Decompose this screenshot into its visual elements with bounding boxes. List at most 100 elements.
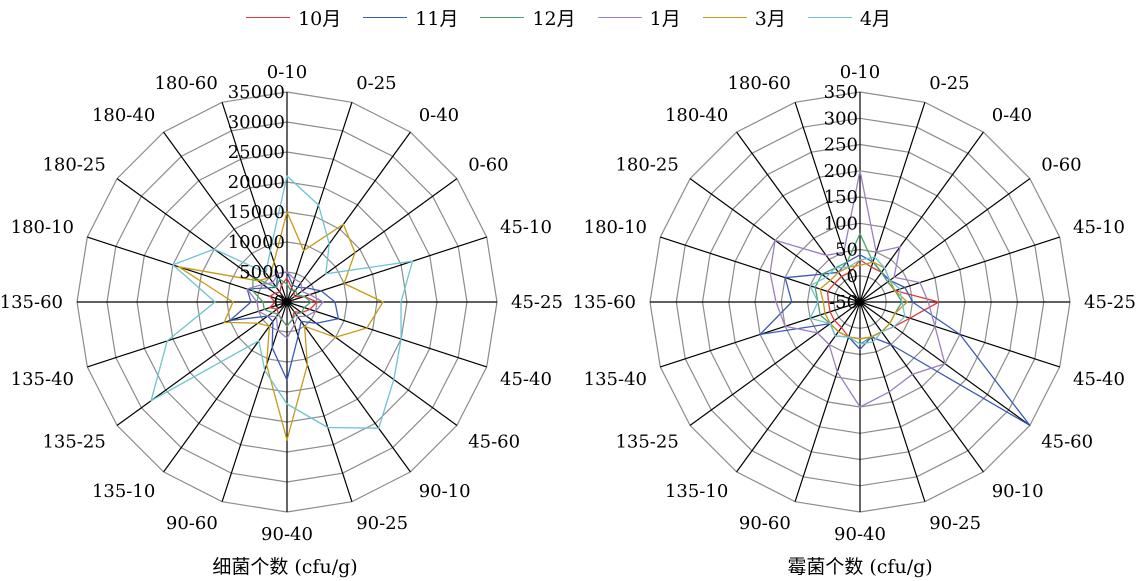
axis-spoke: [221, 301, 288, 502]
series-line-1: [759, 254, 1031, 427]
tick-label: 250: [824, 135, 858, 156]
axis-spoke: [163, 301, 288, 473]
legend-label: 10月: [298, 8, 342, 30]
series-line-5: [809, 256, 906, 345]
series-line-3: [769, 170, 946, 408]
category-label: 180-10: [11, 217, 74, 238]
category-label: 0-10: [267, 62, 307, 83]
tick-label: 15000: [228, 202, 285, 223]
legend-swatch: [597, 17, 642, 18]
legend-label: 11月: [415, 8, 459, 30]
category-label: 45-25: [511, 292, 563, 313]
legend-label: 4月: [859, 8, 891, 30]
axis-spoke: [286, 236, 487, 303]
legend-item: 10月: [246, 4, 341, 31]
legend-item: 1月: [597, 4, 681, 31]
axis-spoke: [116, 301, 288, 426]
axis-spoke: [794, 102, 861, 303]
category-label: 180-25: [42, 154, 105, 175]
category-label: 45-40: [1073, 369, 1125, 390]
category-label: 180-40: [92, 105, 155, 126]
axis-spoke: [689, 301, 861, 426]
category-label: 0-25: [356, 73, 396, 94]
legend-item: 12月: [480, 4, 576, 31]
series-line-3: [246, 271, 324, 339]
tick-label: 50: [835, 240, 858, 261]
category-label: 180-40: [665, 105, 728, 126]
category-label: 90-40: [834, 524, 886, 545]
category-label: 180-60: [154, 73, 217, 94]
legend-swatch: [480, 17, 525, 18]
category-label: 45-10: [1073, 217, 1125, 238]
category-label: 135-60: [0, 292, 63, 313]
category-label: 0-60: [468, 154, 508, 175]
axis-spoke: [286, 131, 411, 303]
category-label: 0-40: [419, 105, 459, 126]
axis-spoke: [286, 301, 411, 473]
axis-spoke: [660, 236, 861, 303]
category-label: 0-60: [1041, 154, 1081, 175]
category-label: 90-25: [356, 513, 408, 534]
legend-label: 3月: [754, 8, 786, 30]
category-label: 45-25: [1084, 292, 1136, 313]
category-label: 45-10: [500, 217, 552, 238]
legend-swatch: [246, 17, 291, 18]
series-line-2: [252, 276, 312, 327]
series-line-5: [150, 175, 414, 429]
category-label: 0-25: [929, 73, 969, 94]
axis-spoke: [163, 131, 288, 303]
tick-label: 350: [824, 82, 858, 103]
category-label: 90-60: [166, 513, 218, 534]
tick-label: 300: [824, 108, 858, 129]
axis-spoke: [286, 301, 487, 368]
tick-label: 5000: [239, 262, 285, 283]
tick-label: 25000: [228, 142, 285, 163]
tick-label: 30000: [228, 112, 285, 133]
category-label: 180-25: [615, 154, 678, 175]
category-label: 135-25: [615, 432, 678, 453]
category-label: 135-60: [573, 292, 636, 313]
legend-item: 3月: [702, 4, 786, 31]
axis-spoke: [286, 102, 353, 303]
category-label: 135-25: [42, 432, 105, 453]
category-label: 180-10: [584, 217, 647, 238]
axis-spoke: [859, 236, 1060, 303]
axis-spoke: [286, 178, 458, 303]
axis-spoke: [859, 131, 984, 303]
legend-item: 11月: [363, 4, 458, 31]
series-line-4: [819, 261, 908, 340]
category-label: 0-40: [992, 105, 1032, 126]
legend-swatch: [807, 17, 852, 18]
category-label: 90-40: [261, 524, 313, 545]
tick-label: 200: [824, 161, 858, 182]
axis-spoke: [736, 131, 861, 303]
tick-label: 150: [824, 187, 858, 208]
legend-item: 4月: [807, 4, 891, 31]
tick-label: 35000: [228, 82, 285, 103]
fungi-radar-chart: -50 0 50 100 150 200 250 300 3500-10 0-25 0-40 0-60…: [573, 62, 1136, 545]
category-label: 45-60: [1041, 432, 1093, 453]
category-label: 90-10: [419, 481, 471, 502]
axis-spoke: [859, 301, 926, 502]
axis-spoke: [859, 102, 926, 303]
axis-spoke: [794, 301, 861, 502]
category-label: 90-10: [992, 481, 1044, 502]
category-label: 45-40: [500, 369, 552, 390]
category-label: 0-10: [840, 62, 880, 83]
legend-swatch: [363, 17, 408, 18]
category-label: 135-10: [665, 481, 728, 502]
fungi-chart-title: 霉菌个数 (cfu/g): [787, 556, 933, 578]
axis-spoke: [116, 178, 288, 303]
series-line-4: [177, 211, 384, 441]
category-label: 135-10: [92, 481, 155, 502]
legend-swatch: [702, 17, 747, 18]
tick-label: 100: [824, 213, 858, 234]
category-label: 135-40: [584, 369, 647, 390]
axis-spoke: [221, 102, 288, 303]
category-label: 90-60: [739, 513, 791, 534]
category-label: 90-25: [929, 513, 981, 534]
legend-label: 1月: [649, 8, 681, 30]
category-label: 180-60: [727, 73, 790, 94]
tick-label: 20000: [228, 172, 285, 193]
